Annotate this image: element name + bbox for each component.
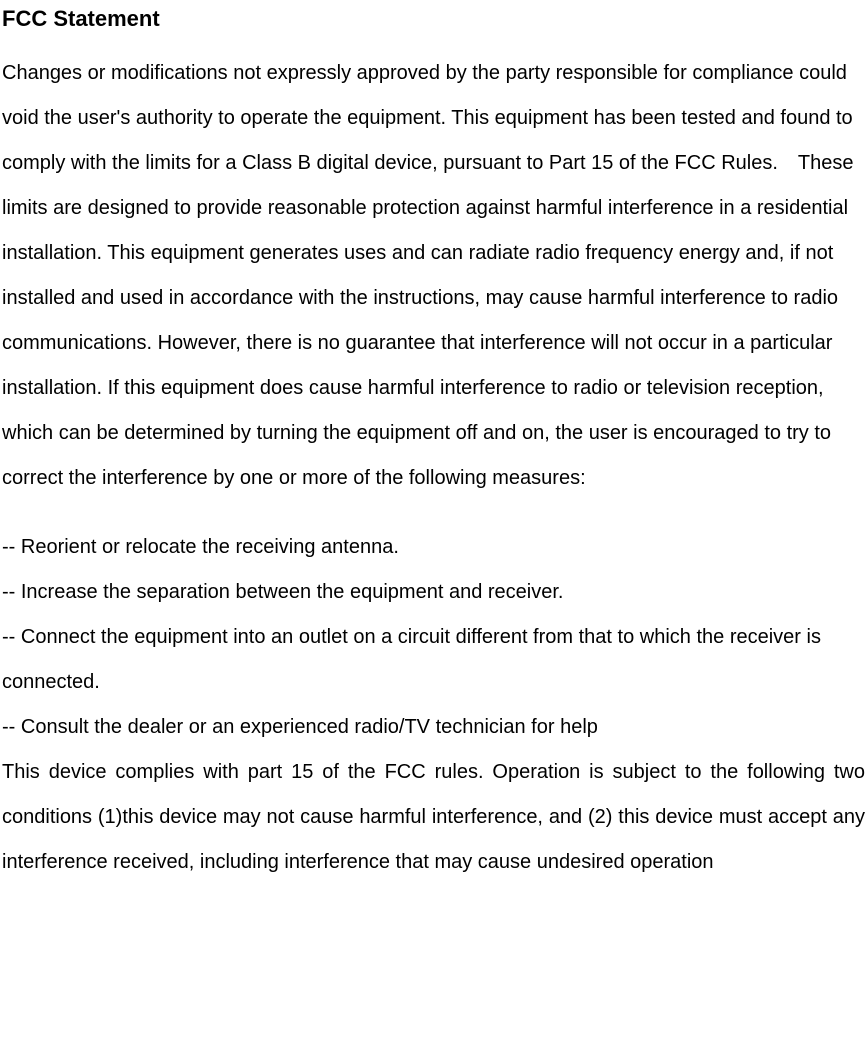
compliance-paragraph: This device complies with part 15 of the… xyxy=(0,750,865,885)
page-title: FCC Statement xyxy=(0,0,865,35)
measure-item: -- Connect the equipment into an outlet … xyxy=(0,615,865,705)
intro-paragraph: Changes or modifications not expressly a… xyxy=(0,35,865,501)
measure-item: -- Increase the separation between the e… xyxy=(0,570,865,615)
measure-item: -- Consult the dealer or an experienced … xyxy=(0,705,865,750)
measure-item: -- Reorient or relocate the receiving an… xyxy=(0,525,865,570)
document-page: FCC Statement Changes or modifications n… xyxy=(0,0,865,1053)
measures-list: -- Reorient or relocate the receiving an… xyxy=(0,501,865,885)
